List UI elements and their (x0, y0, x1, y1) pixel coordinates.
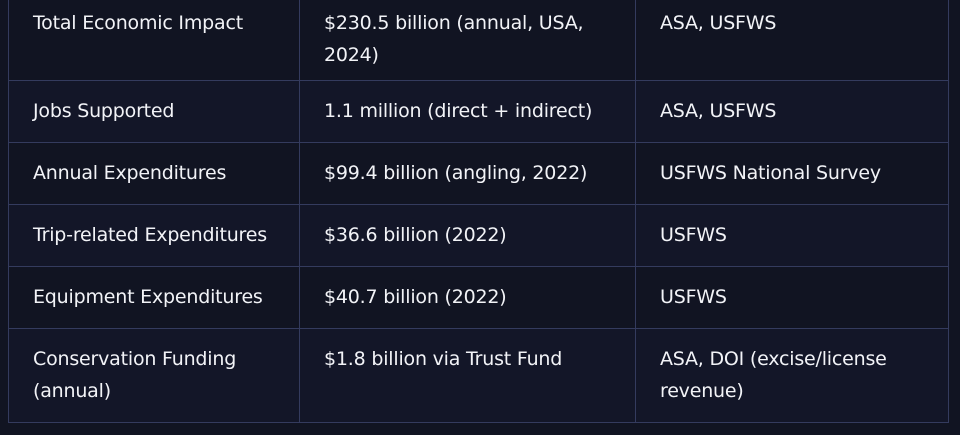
value-cell: $40.7 billion (2022) (299, 266, 636, 329)
value-cell: $99.4 billion (angling, 2022) (299, 142, 636, 205)
value-cell: $1.8 billion via Trust Fund (299, 328, 636, 423)
source-cell: ASA, USFWS (635, 80, 949, 143)
table-row: Jobs Supported 1.1 million (direct + ind… (8, 80, 949, 143)
table-row: Total Economic Impact $230.5 billion (an… (8, 0, 949, 81)
source-cell: ASA, USFWS (635, 0, 949, 81)
economic-impact-table-container: Total Economic Impact $230.5 billion (an… (8, 0, 949, 423)
metric-cell: Total Economic Impact (8, 0, 300, 81)
metric-cell: Jobs Supported (8, 80, 300, 143)
table-row: Equipment Expenditures $40.7 billion (20… (8, 266, 949, 329)
economic-impact-table: Total Economic Impact $230.5 billion (an… (8, 0, 949, 423)
value-cell: $230.5 billion (annual, USA, 2024) (299, 0, 636, 81)
source-cell: USFWS (635, 266, 949, 329)
metric-cell: Conservation Funding (annual) (8, 328, 300, 423)
metric-cell: Annual Expenditures (8, 142, 300, 205)
table-row: Annual Expenditures $99.4 billion (angli… (8, 142, 949, 205)
source-cell: USFWS (635, 204, 949, 267)
source-cell: USFWS National Survey (635, 142, 949, 205)
metric-cell: Trip-related Expenditures (8, 204, 300, 267)
source-cell: ASA, DOI (excise/license revenue) (635, 328, 949, 423)
metric-cell: Equipment Expenditures (8, 266, 300, 329)
value-cell: 1.1 million (direct + indirect) (299, 80, 636, 143)
value-cell: $36.6 billion (2022) (299, 204, 636, 267)
table-row: Conservation Funding (annual) $1.8 billi… (8, 328, 949, 423)
table-row: Trip-related Expenditures $36.6 billion … (8, 204, 949, 267)
